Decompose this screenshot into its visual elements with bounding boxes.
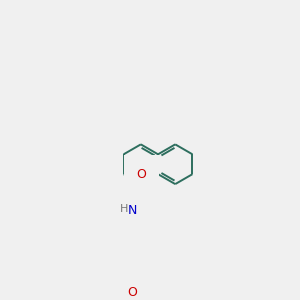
Text: O: O xyxy=(136,168,146,181)
Text: O: O xyxy=(128,286,137,299)
Text: N: N xyxy=(128,204,137,217)
Text: H: H xyxy=(120,204,128,214)
